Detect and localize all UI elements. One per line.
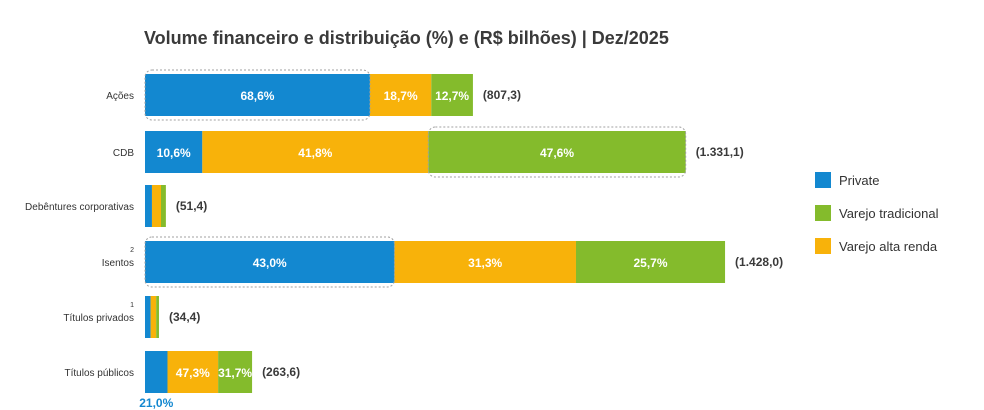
bar-isentos-varejo-tradicional <box>575 241 726 283</box>
bar-acoes-varejo-tradicional <box>431 74 473 116</box>
bar-isentos-varejo-alta-renda <box>394 241 576 283</box>
legend-swatch-varejo-alta-renda <box>815 238 831 254</box>
data-label-cdb-varejo-alta-renda: 41,8% <box>298 146 332 160</box>
bar-cdb-varejo-tradicional <box>428 131 686 173</box>
category-footnote-titulos-privados: 1 <box>130 302 134 309</box>
data-label-isentos-private: 43,0% <box>253 256 287 270</box>
data-label-titulos-publicos-varejo-tradicional: 31,7% <box>218 366 252 380</box>
chart-title: Volume financeiro e distribuição (%) e (… <box>144 28 669 48</box>
legend-label-varejo-tradicional: Varejo tradicional <box>839 205 939 221</box>
legend-swatch-varejo-tradicional <box>815 205 831 221</box>
data-label-cdb-private: 10,6% <box>157 146 191 160</box>
bar-titulos-publicos-private <box>145 351 168 393</box>
category-footnote-isentos: 2 <box>130 247 134 254</box>
highlight-box-cdb <box>427 126 687 178</box>
highlight-box-isentos <box>144 236 395 288</box>
legend-swatch-private <box>815 172 831 188</box>
bar-cdb-varejo-alta-renda <box>202 131 429 173</box>
bar-acoes-private <box>145 74 370 116</box>
data-label-titulos-publicos-varejo-alta-renda: 47,3% <box>176 366 210 380</box>
legend-label-private: Private <box>839 172 880 188</box>
category-label-isentos: Isentos <box>102 258 134 269</box>
bar-acoes-varejo-alta-renda <box>369 74 432 116</box>
bar-cdb-private <box>145 131 203 173</box>
data-label-acoes-varejo-tradicional: 12,7% <box>435 89 469 103</box>
bar-isentos-private <box>145 241 395 283</box>
legend-item-varejo-tradicional: Varejo tradicional <box>815 203 938 223</box>
highlight-box-acoes <box>144 69 371 121</box>
data-label-acoes-private: 68,6% <box>240 89 274 103</box>
category-label-titulos-publicos: Títulos públicos <box>65 368 134 379</box>
total-label-acoes: (807,3) <box>483 88 521 102</box>
bar-titulos-publicos-varejo-alta-renda <box>167 351 219 393</box>
total-label-debentures-corporativas: (51,4) <box>176 199 207 213</box>
bar-titulos-privados-varejo-tradicional <box>156 296 159 338</box>
category-label-debentures-corporativas: Debêntures corporativas <box>25 202 134 213</box>
category-label-acoes: Ações <box>106 91 134 102</box>
bar-debentures-corporativas-varejo-alta-renda <box>151 185 161 227</box>
total-label-titulos-privados: (34,4) <box>169 310 200 324</box>
chart-legend: Private Varejo tradicional Varejo alta r… <box>815 170 938 269</box>
data-label-isentos-varejo-tradicional: 25,7% <box>634 256 668 270</box>
bar-titulos-privados-varejo-alta-renda <box>150 296 157 338</box>
category-label-cdb: CDB <box>113 148 134 159</box>
data-label-cdb-varejo-tradicional: 47,6% <box>540 146 574 160</box>
total-label-isentos: (1.428,0) <box>735 255 783 269</box>
below-bar-annotation: 21,0% <box>139 396 173 410</box>
bar-titulos-publicos-varejo-tradicional <box>218 351 253 393</box>
legend-item-varejo-alta-renda: Varejo alta renda <box>815 236 938 256</box>
bar-debentures-corporativas-private <box>145 185 152 227</box>
data-label-acoes-varejo-alta-renda: 18,7% <box>384 89 418 103</box>
legend-item-private: Private <box>815 170 938 190</box>
total-label-titulos-publicos: (263,6) <box>262 365 300 379</box>
legend-label-varejo-alta-renda: Varejo alta renda <box>839 238 938 254</box>
total-label-cdb: (1.331,1) <box>696 145 744 159</box>
bar-titulos-privados-private <box>145 296 151 338</box>
bar-debentures-corporativas-varejo-tradicional <box>160 185 166 227</box>
category-label-titulos-privados: Títulos privados <box>63 313 134 324</box>
data-label-isentos-varejo-alta-renda: 31,3% <box>468 256 502 270</box>
